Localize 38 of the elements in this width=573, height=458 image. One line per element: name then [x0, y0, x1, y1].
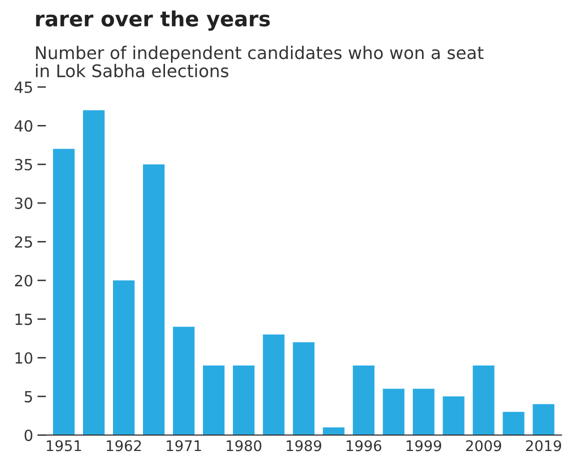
bar — [532, 404, 554, 436]
bar — [202, 365, 225, 436]
y-tick-label: 30 — [15, 198, 32, 210]
x-tick-label: 1989 — [286, 440, 322, 452]
x-tick-label: 1971 — [166, 440, 201, 452]
x-tick-label: 1951 — [46, 440, 82, 452]
bar — [53, 148, 75, 436]
bar — [412, 388, 434, 436]
chart-title: rarer over the years — [36, 10, 270, 31]
x-tick-label: 1962 — [106, 440, 141, 452]
chart-subtitle: Number of independent candidates who won a seat in Lok Sabha elections — [36, 46, 484, 78]
bar — [502, 412, 524, 436]
bar — [113, 280, 135, 436]
x-tick-label: 1999 — [406, 440, 442, 452]
x-tick-label: 2009 — [466, 440, 502, 452]
y-tick-label: 15 — [16, 314, 32, 326]
y-tick-label: 40 — [14, 120, 32, 132]
bar — [322, 427, 344, 436]
bar — [172, 326, 195, 436]
x-tick-label: 2019 — [526, 440, 562, 452]
y-tick-label: 20 — [15, 274, 32, 286]
bar — [292, 342, 314, 436]
y-tick-label: 45 — [14, 82, 32, 94]
bar — [352, 365, 374, 436]
y-tick-label: 5 — [24, 391, 32, 402]
bar — [232, 365, 255, 436]
y-tick-label: 10 — [16, 352, 32, 364]
y-tick-label: 0 — [24, 430, 32, 442]
bar — [142, 164, 165, 436]
x-tick-label: 1980 — [226, 440, 262, 452]
bar — [382, 388, 404, 436]
y-tick-label: 25 — [15, 236, 32, 248]
bar — [83, 110, 105, 436]
bar — [442, 396, 464, 436]
y-tick-label: 35 — [15, 158, 32, 170]
bar — [472, 365, 494, 436]
x-tick-label: 1996 — [346, 440, 382, 452]
bar — [262, 334, 284, 436]
